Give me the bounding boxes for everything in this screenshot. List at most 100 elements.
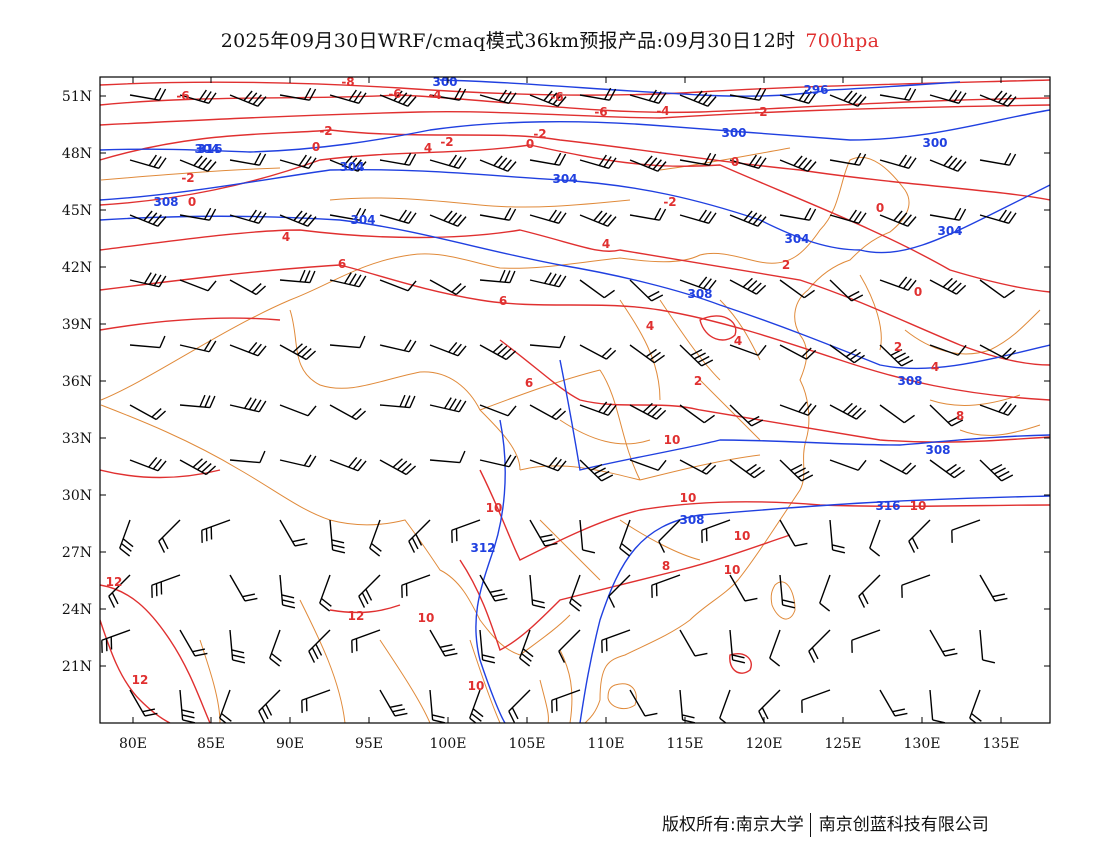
wind-barb: [979, 90, 1017, 107]
temperature-contour-label: 8: [662, 559, 670, 573]
lon-label: 135E: [983, 736, 1020, 752]
wind-barb: [379, 689, 408, 717]
temperature-contour-label: 0: [188, 195, 196, 209]
wind-barb: [979, 401, 1017, 416]
wind-barb: [229, 279, 267, 296]
wind-barb: [351, 629, 381, 653]
wind-barb: [158, 519, 181, 553]
wind-barb: [279, 519, 308, 547]
height-contour-label: 308: [679, 513, 704, 527]
temp-contour-10: [100, 469, 1050, 561]
wind-barb: [858, 574, 881, 608]
wind-barb: [179, 394, 216, 409]
temperature-contour-label: -2: [754, 105, 767, 119]
lat-label: 45N: [62, 203, 92, 219]
wind-barb: [629, 402, 667, 420]
wind-barb: [479, 89, 517, 104]
height-contour-label: 300: [922, 136, 947, 150]
lon-label: 100E: [430, 736, 467, 752]
wind-barb: [658, 519, 681, 553]
temperature-contour-label: 10: [418, 611, 435, 625]
lat-label: 33N: [62, 431, 92, 447]
wind-barb: [479, 155, 517, 172]
lat-label: 24N: [62, 602, 92, 618]
lon-label: 120E: [746, 736, 783, 752]
wind-barb: [229, 90, 267, 107]
wind-barb: [329, 207, 367, 221]
wind-barb: [408, 519, 431, 553]
height-contour-308: [100, 215, 1050, 370]
wind-barb: [879, 87, 917, 101]
hainan-coast: [607, 683, 637, 709]
wind-barb: [801, 689, 831, 713]
wind-barbs: [101, 87, 1017, 723]
wind-barb: [179, 629, 208, 657]
height-contour-296: [439, 79, 961, 97]
wind-barb: [129, 456, 167, 472]
wind-barb: [179, 155, 217, 172]
wind-barb: [529, 335, 566, 349]
wind-barb: [879, 210, 917, 227]
temperature-contour-label: 4: [646, 319, 654, 333]
wind-barb: [129, 154, 167, 169]
lon-label: 130E: [904, 736, 941, 752]
temperature-contour-label: 10: [724, 563, 741, 577]
height-contour-312: [475, 359, 1050, 723]
wind-barb: [729, 277, 767, 295]
mongolia-russia-border: [100, 147, 791, 208]
wind-barb: [579, 401, 617, 416]
wind-barb: [279, 87, 317, 101]
wind-barb: [429, 87, 467, 101]
wind-barb: [779, 519, 808, 547]
height-contour-label: 304: [784, 232, 809, 246]
wind-barb: [579, 87, 617, 101]
wind-barb: [729, 154, 767, 169]
height-contour-label: 308: [897, 374, 922, 388]
temp-contour-12: [100, 584, 401, 723]
temperature-contour-label: -6: [176, 89, 189, 103]
wind-barb: [758, 689, 781, 723]
wind-barb: [369, 519, 382, 557]
wind-barb: [279, 210, 317, 227]
wind-barb: [929, 277, 967, 295]
wind-barb: [229, 629, 246, 664]
wind-barb: [979, 459, 1014, 482]
wind-barb: [508, 689, 531, 723]
wind-barb: [429, 341, 467, 357]
temperature-contour-label: 0: [312, 140, 320, 154]
wind-barb: [379, 394, 416, 409]
temperature-contour-label: 4: [602, 237, 610, 251]
longitude-axis: 80E 85E 90E 95E 100E 105E 110E 115E 120E 125E 130E…: [119, 77, 1020, 752]
southwest-border: [100, 404, 571, 656]
wind-barb: [579, 344, 617, 360]
wind-barb: [679, 404, 715, 424]
wind-barb: [929, 207, 967, 221]
temp-contour-4: [100, 229, 1050, 366]
height-contour-label: 308: [153, 195, 178, 209]
wind-barb: [379, 339, 417, 353]
wind-barb: [579, 459, 614, 482]
wind-barb: [869, 519, 881, 557]
wind-barb: [879, 344, 914, 367]
wind-barb: [879, 459, 917, 475]
wind-barb: [629, 279, 664, 302]
height-contour-label: 304: [350, 213, 375, 227]
wind-barb: [929, 89, 967, 104]
lon-label: 90E: [276, 736, 304, 752]
wind-barb: [729, 210, 767, 227]
indochina-coast: [199, 599, 573, 723]
wind-barb: [469, 689, 484, 723]
temp-contour-local-1: [699, 315, 752, 674]
height-contours: [100, 79, 1050, 723]
wind-barb: [551, 689, 581, 713]
temperature-contour-label: 12: [132, 673, 149, 687]
wind-barb: [979, 629, 996, 664]
height-contour-304: [100, 168, 1050, 254]
wind-barb: [379, 152, 417, 166]
temperature-contour-label: 10: [680, 491, 697, 505]
wind-barb: [879, 689, 908, 717]
tibet-border: [289, 309, 521, 471]
wind-barb: [729, 344, 767, 356]
lat-label: 48N: [62, 146, 92, 162]
map-title: 2025年09月30日WRF/cmaq模式36km预报产品:09月30日12时 7…: [0, 26, 1100, 53]
